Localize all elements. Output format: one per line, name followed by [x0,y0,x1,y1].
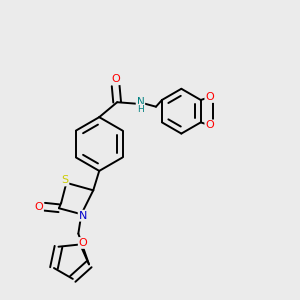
Text: N: N [79,211,87,221]
Text: S: S [61,176,68,185]
Text: H: H [137,105,144,114]
Text: O: O [205,92,214,102]
Text: O: O [79,238,88,248]
Text: O: O [111,74,120,84]
Text: O: O [34,202,43,212]
Text: O: O [205,120,214,130]
Text: N: N [136,97,144,107]
